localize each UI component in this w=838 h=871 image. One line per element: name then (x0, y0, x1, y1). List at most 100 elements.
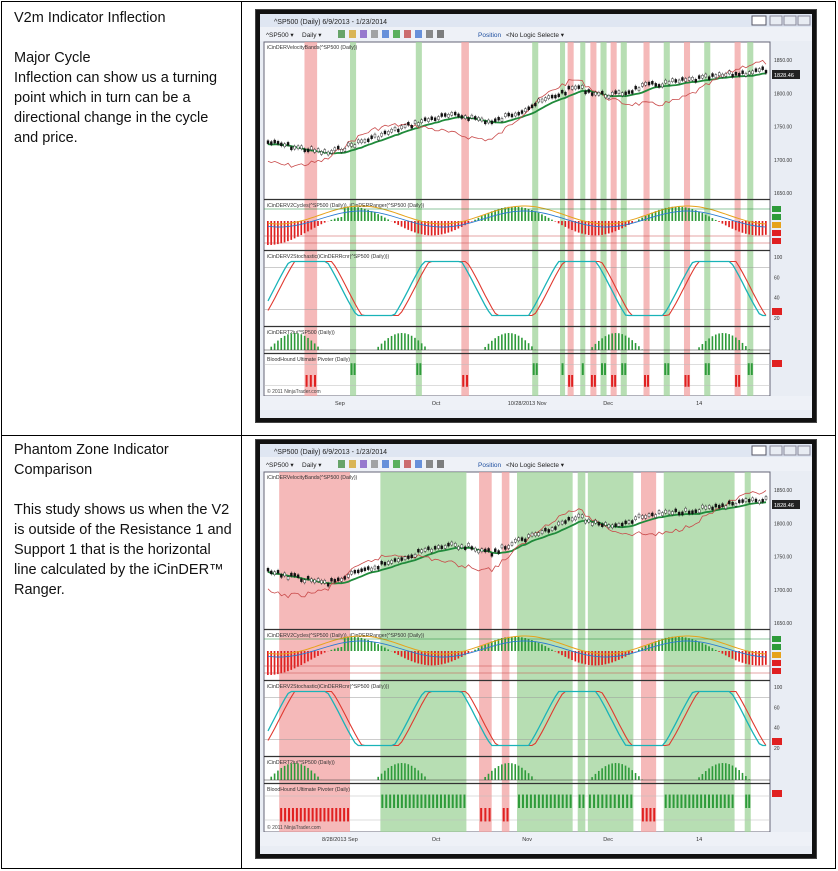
pivoter-value-marker (772, 360, 782, 367)
cycle-histogram-bar (303, 221, 306, 234)
t2iu-bar (748, 779, 750, 780)
cycle-histogram-bar (621, 221, 623, 229)
pivot-up-bar (353, 363, 356, 375)
cycle-histogram-bar (587, 651, 590, 665)
pivot-down-bar (288, 808, 291, 822)
window-title: ^SP500 (Daily) 6/9/2013 - 1/23/2014 (274, 449, 387, 456)
cycle-histogram-bar (507, 206, 510, 221)
cycle-histogram-bar (387, 219, 390, 221)
pivot-up-bar (715, 794, 718, 808)
cycle-histogram-bar (577, 651, 580, 663)
cycle-histogram-bar (407, 221, 410, 230)
t2iu-bar (711, 336, 714, 350)
candle-body (684, 507, 687, 512)
candle-body (667, 81, 671, 85)
cycle-histogram-bar (721, 651, 724, 654)
cycle-histogram-bar (557, 651, 560, 654)
toolbar-tool-icon (371, 30, 378, 38)
x-axis-label: 8/28/2013 Sep (322, 837, 358, 843)
pivot-down-bar (687, 375, 690, 387)
cycle-histogram-bar (487, 642, 490, 651)
pivot-up-bar (424, 794, 427, 808)
candle-body (614, 90, 617, 94)
cycle-histogram-bar (631, 651, 634, 654)
chart-screenshot-1: ^SP500 (Daily) 6/9/2013 - 1/23/2014 ^SP50… (256, 10, 816, 422)
candle-body (410, 554, 413, 559)
candle-body (624, 520, 627, 525)
cycle-histogram-bar (514, 636, 517, 651)
toolbar-logic: <No Logic Selecte ▾ (506, 32, 565, 39)
t2iu-bar (514, 764, 517, 780)
x-axis-label: Dec (603, 401, 613, 407)
green-zone-band (580, 42, 586, 396)
cycle-histogram-bar (420, 221, 423, 235)
cycle-histogram-bar (313, 651, 316, 658)
candle-body (430, 548, 433, 553)
cycle-histogram-bar (297, 651, 299, 667)
pivot-up-bar (451, 794, 454, 808)
candle-body (761, 66, 764, 70)
cycle-histogram-bar (674, 636, 677, 651)
cycle-histogram-bar (761, 651, 764, 666)
pivot-up-bar (704, 794, 707, 808)
t2iu-bar (718, 333, 720, 350)
pivot-down-bar (343, 808, 346, 822)
row1-heading: Major Cycle (14, 50, 91, 66)
cycle-histogram-bar (534, 211, 537, 221)
cycle-histogram-bar (704, 214, 707, 221)
cycle-histogram-bar (587, 221, 590, 235)
cycle-histogram-bar (517, 206, 520, 221)
pivot-up-bar (439, 794, 442, 808)
candle-body (661, 512, 664, 516)
cycle-histogram-bar (373, 212, 376, 221)
candle-body (591, 92, 594, 96)
candle-body (380, 132, 383, 137)
pivot-down-bar (645, 808, 648, 822)
candle-body (460, 115, 464, 119)
panel-label: iCinDERT2iu(^SP500 (Daily)) (267, 330, 335, 336)
cycle-histogram-bar (597, 221, 600, 236)
cycle-histogram-bar (765, 651, 767, 665)
price-tick-label: 1800.00 (774, 91, 792, 97)
candle-body (487, 119, 490, 124)
candle-body (447, 114, 450, 118)
cycle-histogram-bar (564, 651, 567, 657)
cycle-histogram-bar (474, 219, 476, 221)
t2iu-bar (738, 340, 740, 350)
t2iu-bar (307, 767, 309, 780)
candle-body (550, 527, 554, 531)
cycle-histogram-bar (734, 221, 737, 231)
candle-body (718, 504, 721, 509)
cycle-histogram-bar (684, 637, 687, 651)
candle-body (470, 114, 474, 119)
candle-body (748, 71, 751, 75)
candle-body (313, 149, 316, 153)
candle-body (437, 545, 440, 549)
candle-body (303, 579, 306, 584)
candle-body (510, 542, 514, 546)
candle-body (484, 120, 487, 125)
candle-body (634, 516, 637, 521)
candle-body (363, 139, 367, 143)
green-zone-band (744, 472, 751, 832)
green-zone-band (600, 42, 607, 396)
toolbar-tool-icon (426, 460, 433, 468)
candle-body (734, 502, 738, 507)
candle-body (728, 500, 731, 505)
candle-body (634, 85, 637, 90)
pivot-down-bar (568, 375, 571, 387)
t2iu-bar (614, 333, 617, 350)
cycle-histogram-bar (581, 221, 583, 234)
pivot-up-bar (704, 363, 707, 375)
cycle-histogram-bar (748, 221, 750, 235)
candle-body (601, 90, 604, 95)
t2iu-bar (394, 764, 396, 780)
pivot-down-bar (314, 375, 317, 387)
cycle-histogram-bar (313, 221, 316, 228)
cycle-histogram-bar (741, 651, 744, 663)
cycle-histogram-bar (283, 221, 286, 243)
candle-body (373, 133, 377, 138)
candle-body (487, 548, 490, 552)
candle-body (580, 85, 584, 89)
candle-body (617, 90, 621, 95)
